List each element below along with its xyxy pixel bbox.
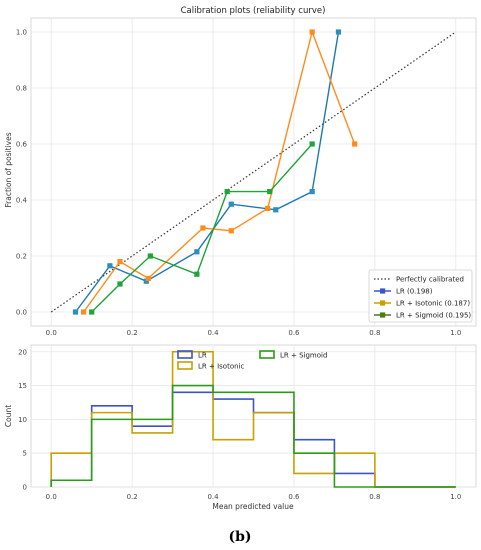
histogram-legend-swatch-lr [177, 350, 193, 359]
calibration-point-lr [194, 249, 200, 255]
histogram-x-tick-label: 0.6 [288, 493, 300, 501]
histogram-x-tick-label: 0.8 [369, 493, 380, 501]
calibration-point-isotonic [228, 228, 234, 234]
calibration-x-tick-label: 0.6 [288, 329, 300, 337]
figure-caption: (b) [228, 529, 251, 545]
calibration-y-tick-label: 0.4 [16, 197, 28, 205]
histogram-x-tick-label: 0.0 [46, 493, 57, 501]
calibration-line-isotonic [83, 29, 356, 313]
histogram-step-isotonic [50, 350, 456, 488]
histogram-plot: Count Mean predicted value 0.0 0.2 0.4 0.6 0… [4, 344, 477, 511]
histogram-legend-label: LR + Sigmoid [280, 352, 327, 360]
histogram-legend: LR LR + Isotonic LR + Sigmoid [177, 350, 327, 371]
calibration-y-axis-label: Fraction of positives [4, 132, 13, 207]
histogram-legend-swatch-sigmoid [259, 350, 275, 359]
calibration-point-isotonic [309, 29, 315, 35]
calibration-legend-label: LR (0.198) [396, 288, 433, 296]
calibration-point-lr [228, 201, 234, 207]
histogram-x-tick-label: 0.4 [207, 493, 219, 501]
calibration-point-isotonic [265, 205, 271, 211]
histogram-x-tick-label: 0.2 [127, 493, 138, 501]
calibration-legend-label: Perfectly calibrated [396, 276, 464, 284]
calibration-point-lr [273, 207, 279, 213]
histogram-y-axis-label: Count [4, 405, 13, 427]
calibration-plot: Calibration plots (reliability curve) Fr… [4, 6, 477, 338]
calibration-point-isotonic [145, 275, 151, 281]
histogram-y-tick-label: 10 [18, 416, 27, 424]
calibration-point-sigmoid [267, 189, 273, 195]
calibration-point-lr [143, 278, 149, 284]
calibration-point-sigmoid [89, 309, 95, 315]
calibration-point-lr [107, 263, 113, 269]
histogram-series [50, 350, 456, 488]
calibration-series-sigmoid [89, 141, 315, 315]
calibration-y-tick-label: 0.2 [16, 253, 27, 261]
calibration-point-isotonic [200, 225, 206, 231]
legend-swatch-marker [380, 312, 386, 318]
calibration-x-tick-label: 0.8 [369, 329, 380, 337]
calibration-plot-title: Calibration plots (reliability curve) [181, 6, 326, 16]
histogram-y-tick-label: 20 [18, 348, 27, 356]
calibration-point-sigmoid [309, 141, 315, 147]
calibration-x-tick-label: 0.4 [207, 329, 219, 337]
legend-swatch-marker [380, 288, 386, 294]
histogram-legend-label: LR [198, 352, 207, 360]
calibration-series [50, 29, 457, 315]
histogram-step-sigmoid [50, 384, 456, 488]
histogram-x-axis-label: Mean predicted value [212, 502, 294, 511]
histogram-y-tick-label: 5 [23, 450, 27, 458]
calibration-tick-labels: 0.0 0.2 0.4 0.6 0.8 1.0 0.0 0.2 0.4 0.6 0.8 1.0 [16, 29, 461, 338]
histogram-step-lr [50, 391, 456, 488]
calibration-x-tick-label: 0.2 [127, 329, 138, 337]
calibration-x-tick-label: 0.0 [46, 329, 57, 337]
calibration-point-isotonic [117, 259, 123, 265]
calibration-point-lr [335, 29, 342, 35]
calibration-point-sigmoid [194, 271, 200, 277]
calibration-y-tick-label: 0.0 [16, 309, 27, 317]
histogram-y-tick-label: 0 [23, 484, 27, 492]
calibration-point-isotonic [80, 309, 87, 315]
calibration-point-sigmoid [147, 253, 153, 259]
legend-swatch-marker [380, 300, 386, 306]
calibration-point-lr [309, 189, 315, 195]
histogram-y-tick-label: 15 [18, 382, 27, 390]
calibration-legend-box [368, 269, 473, 323]
histogram-tick-labels: 0.0 0.2 0.4 0.6 0.8 1.0 0 5 10 15 20 [18, 348, 461, 501]
histogram-legend-swatch-isotonic [177, 361, 193, 370]
calibration-y-tick-label: 1.0 [16, 29, 27, 37]
histogram-x-tick-label: 1.0 [450, 493, 461, 501]
calibration-legend: Perfectly calibrated LR (0.198) LR + Isoto… [368, 269, 473, 323]
calibration-x-tick-label: 1.0 [450, 329, 461, 337]
perfectly-calibrated-line [50, 31, 457, 313]
histogram-legend-label: LR + Isotonic [198, 363, 244, 371]
calibration-point-sigmoid [224, 189, 230, 195]
calibration-legend-label: LR + Sigmoid (0.195) [396, 312, 471, 320]
calibration-point-sigmoid [117, 281, 123, 287]
calibration-legend-label: LR + Isotonic (0.187) [396, 300, 470, 308]
calibration-point-lr [72, 309, 79, 315]
calibration-series-isotonic [80, 29, 358, 315]
calibration-y-tick-label: 0.6 [16, 141, 28, 149]
calibration-y-tick-label: 0.8 [16, 85, 27, 93]
calibration-point-isotonic [352, 141, 358, 147]
